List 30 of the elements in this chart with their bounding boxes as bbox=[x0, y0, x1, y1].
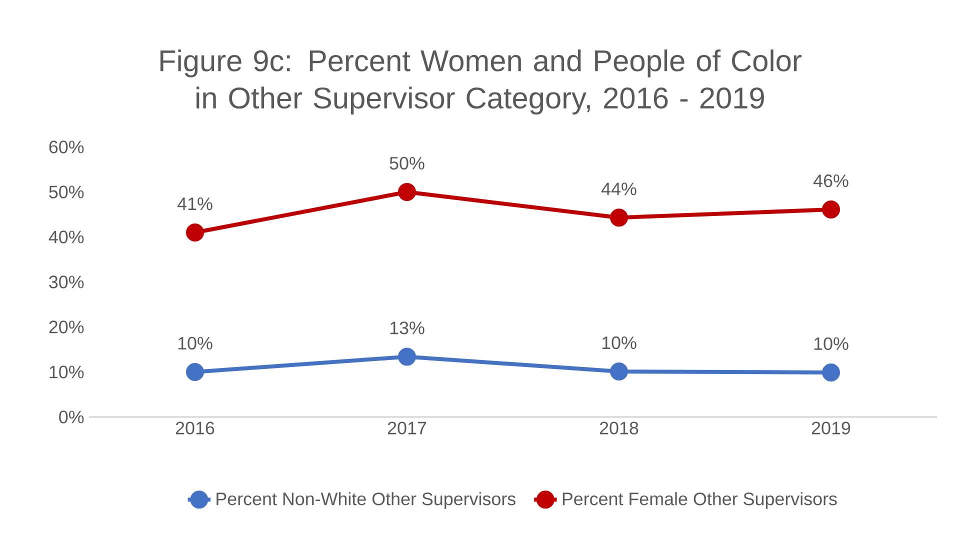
y-tick-label: 50% bbox=[49, 186, 84, 198]
data-label: 46% bbox=[813, 174, 848, 188]
data-label: 41% bbox=[177, 198, 212, 210]
data-label: 10% bbox=[178, 336, 212, 350]
point bbox=[398, 183, 416, 201]
point bbox=[822, 363, 840, 382]
x-tick-label: 2018 bbox=[600, 422, 638, 434]
point bbox=[186, 363, 204, 381]
legend-label: Percent Female Other Supervisors bbox=[562, 492, 837, 509]
x-tick-label: 2016 bbox=[176, 422, 214, 434]
data-label: 10% bbox=[602, 336, 636, 350]
x-tick-label: 2019 bbox=[812, 422, 850, 434]
y-tick-label: 40% bbox=[48, 230, 84, 244]
y-tick-label: 0% bbox=[59, 410, 84, 424]
data-label: 44% bbox=[601, 182, 636, 196]
data-label: 13% bbox=[390, 322, 424, 334]
data-label: 50% bbox=[390, 156, 424, 170]
point bbox=[610, 362, 628, 381]
y-tick-label: 20% bbox=[49, 320, 84, 334]
x-tick-label: 2017 bbox=[388, 422, 426, 434]
legend-label: Percent Non-White Other Supervisors bbox=[216, 492, 516, 509]
y-tick-label: 60% bbox=[49, 140, 84, 154]
point bbox=[398, 348, 416, 366]
y-tick-label: 30% bbox=[49, 276, 84, 288]
point bbox=[186, 224, 204, 242]
data-label: 10% bbox=[814, 337, 848, 350]
chart-title: Figure 9c: Percent Women and People of Color in Other Supervisor Category, 2016 - 2019 bbox=[160, 49, 802, 115]
point bbox=[610, 208, 628, 227]
y-tick-label: 10% bbox=[50, 366, 84, 378]
point bbox=[822, 200, 840, 219]
